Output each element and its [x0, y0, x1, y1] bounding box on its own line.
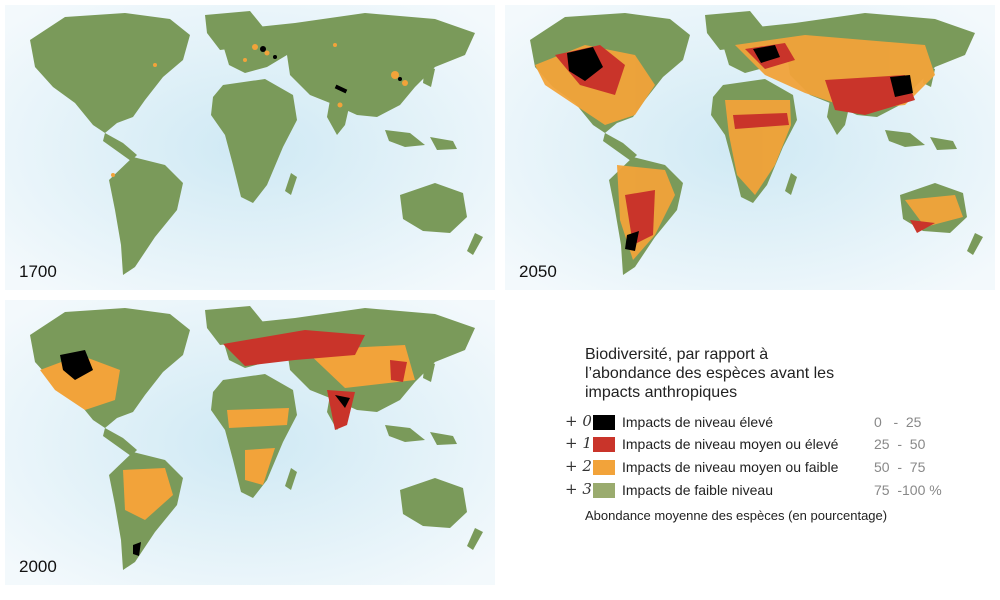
- year-label-1700: 1700: [19, 262, 57, 281]
- legend-mark: + 1: [565, 434, 592, 452]
- legend-item-high: + 0 Impacts de niveau élevé 0 - 25: [565, 412, 995, 433]
- legend-range: 25 - 50: [874, 436, 926, 452]
- legend-swatch: [593, 460, 615, 475]
- year-label-2050: 2050: [519, 262, 557, 281]
- world-map-1700: [5, 5, 495, 290]
- legend-swatch: [593, 415, 615, 430]
- legend-mark: + 3: [565, 480, 592, 498]
- map-panel-2000: 2000: [5, 300, 495, 585]
- legend-title-line-1: Biodiversité, par rapport à: [585, 346, 769, 363]
- legend-range: 75 -100 %: [874, 482, 942, 498]
- legend-swatch: [593, 483, 615, 498]
- legend-footer: Abondance moyenne des espèces (en pource…: [585, 508, 888, 523]
- legend-label: Impacts de niveau élevé: [622, 414, 773, 430]
- legend-title: Biodiversité, par rapport à l’abondance …: [585, 345, 885, 402]
- legend-item-low: + 3 Impacts de faible niveau 75 -100 %: [565, 480, 995, 501]
- legend-label: Impacts de faible niveau: [622, 482, 773, 498]
- legend-range: 0 - 25: [874, 414, 922, 430]
- world-map-2050: [505, 5, 995, 290]
- legend-swatch: [593, 437, 615, 452]
- legend-item-mid-high: + 1 Impacts de niveau moyen ou élevé 25 …: [565, 434, 995, 455]
- legend: Biodiversité, par rapport à l’abondance …: [565, 345, 995, 535]
- legend-label: Impacts de niveau moyen ou faible: [622, 459, 839, 475]
- legend-range: 50 - 75: [874, 459, 926, 475]
- legend-title-line-3: impacts anthropiques: [585, 384, 738, 401]
- legend-title-line-2: l’abondance des espèces avant les: [585, 365, 835, 382]
- legend-item-mid-low: + 2 Impacts de niveau moyen ou faible 50…: [565, 457, 995, 478]
- map-panel-2050: 2050: [505, 5, 995, 290]
- year-label-2000: 2000: [19, 557, 57, 576]
- map-panel-1700: 1700: [5, 5, 495, 290]
- legend-mark: + 0: [565, 412, 592, 430]
- legend-label: Impacts de niveau moyen ou élevé: [622, 436, 839, 452]
- world-map-2000: [5, 300, 495, 585]
- legend-mark: + 2: [565, 457, 592, 475]
